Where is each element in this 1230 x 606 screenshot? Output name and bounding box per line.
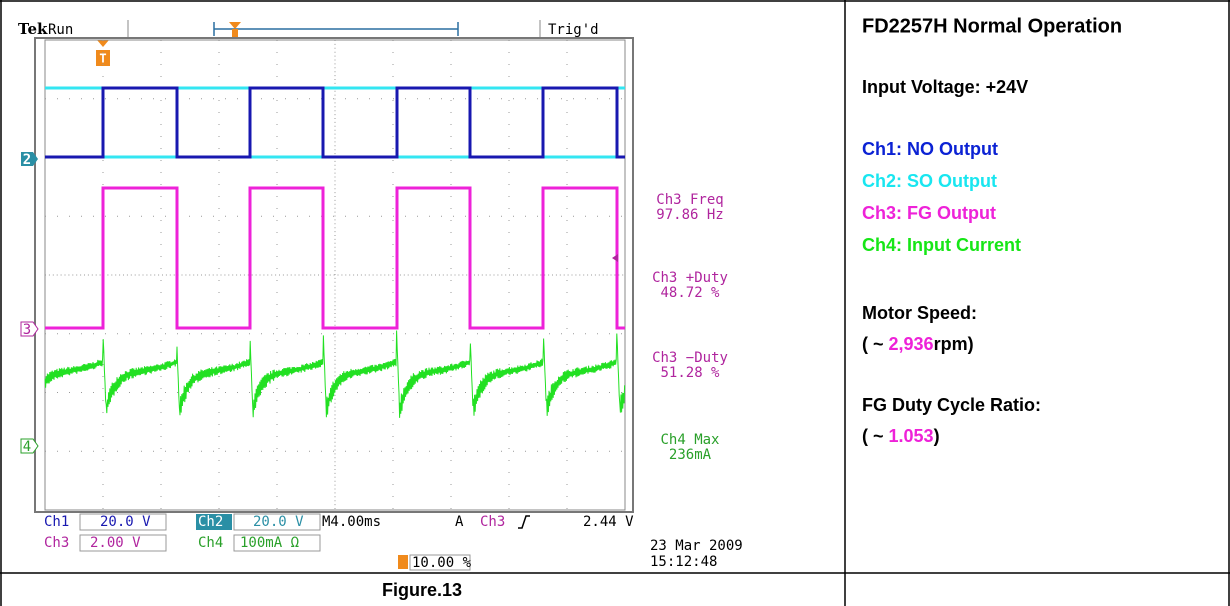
suffix: ) <box>934 426 940 446</box>
notes-title: FD2257H Normal Operation <box>862 15 1122 37</box>
channel-note: Ch3: FG Output <box>862 203 996 223</box>
ch2-trace <box>45 86 625 159</box>
duty-ratio: ( ~ 1.053) <box>862 426 940 446</box>
ch2-highlight <box>196 514 232 530</box>
duty-label: FG Duty Cycle Ratio: <box>862 395 1041 415</box>
ch-scale: 2.00 V <box>90 535 141 551</box>
ch-scale: 100mA Ω <box>240 535 299 551</box>
channel-markers: 2 3 4 <box>20 152 39 455</box>
trigger-marker <box>229 22 241 38</box>
ch3-level <box>612 254 618 262</box>
meas-value: 48.72 % <box>660 285 720 301</box>
channel-note: Ch4: Input Current <box>862 235 1021 255</box>
brand: Tek <box>18 20 48 38</box>
box <box>233 513 321 531</box>
meas-label: Ch4 Max <box>660 432 719 448</box>
meas-label: Ch3 +Duty <box>652 270 728 286</box>
trigger-mode: A <box>455 514 464 530</box>
ch-scale: 20.0 V <box>253 514 304 530</box>
value: 2,936 <box>889 334 934 354</box>
box <box>409 554 471 571</box>
ch-label: Ch2 <box>198 514 223 530</box>
ch-scale: 20.0 V <box>100 514 151 530</box>
timebase: M4.00ms <box>322 514 381 530</box>
readout: Ch1 20.0 V Ch2 20.0 V M4.00ms A Ch3 2.44… <box>44 513 743 571</box>
motor-speed: ( ~ 2,936rpm) <box>862 334 974 354</box>
ch3-trace <box>45 186 625 330</box>
notes: FD2257H Normal Operation Input Voltage: … <box>862 15 1122 445</box>
caption: Figure.13 <box>382 580 462 600</box>
trigger-status: Trig'd <box>548 22 599 38</box>
trigger-level: 2.44 V <box>583 514 634 530</box>
prefix: ( ~ <box>862 334 889 354</box>
box <box>79 534 167 552</box>
meas-label: Ch3 −Duty <box>652 350 728 366</box>
motor-speed-label: Motor Speed: <box>862 303 977 323</box>
trigger-pos-box <box>96 50 110 66</box>
meas-value: 236mA <box>669 447 712 463</box>
ch4-trace <box>44 330 626 418</box>
grid <box>45 40 625 510</box>
run-state: Run <box>48 22 73 38</box>
ch-label: Ch1 <box>44 514 69 530</box>
value: 1.053 <box>889 426 934 446</box>
time: 15:12:48 <box>650 554 717 570</box>
record-bracket <box>213 22 459 36</box>
channel-note: Ch1: NO Output <box>862 139 998 159</box>
date: 23 Mar 2009 <box>650 538 743 554</box>
trigger-position: 10.00 % <box>412 555 472 571</box>
marker-3: 3 <box>23 322 31 338</box>
meas-value: 51.28 % <box>660 365 720 381</box>
input-voltage: Input Voltage: +24V <box>862 77 1028 97</box>
screen-frame <box>34 37 634 513</box>
marker-4: 4 <box>23 439 31 455</box>
slope-icon <box>518 515 530 529</box>
trigger-pos-icon <box>398 555 408 569</box>
suffix: rpm) <box>934 334 974 354</box>
meas-label: Ch3 Freq <box>656 192 723 208</box>
marker-2: 2 <box>23 152 31 168</box>
ch1-trace <box>45 86 625 159</box>
box <box>233 534 321 552</box>
ch-label: Ch4 <box>198 535 223 551</box>
trigger-pos <box>97 40 109 47</box>
box <box>79 513 167 531</box>
trigger-source: Ch3 <box>480 514 505 530</box>
ch-label: Ch3 <box>44 535 69 551</box>
trigger-pos-letter: T <box>99 52 106 66</box>
prefix: ( ~ <box>862 426 889 446</box>
channel-note: Ch2: SO Output <box>862 171 997 191</box>
meas-value: 97.86 Hz <box>656 207 723 223</box>
measurements: Ch3 Freq 97.86 Hz Ch3 +Duty 48.72 % Ch3 … <box>652 192 728 463</box>
